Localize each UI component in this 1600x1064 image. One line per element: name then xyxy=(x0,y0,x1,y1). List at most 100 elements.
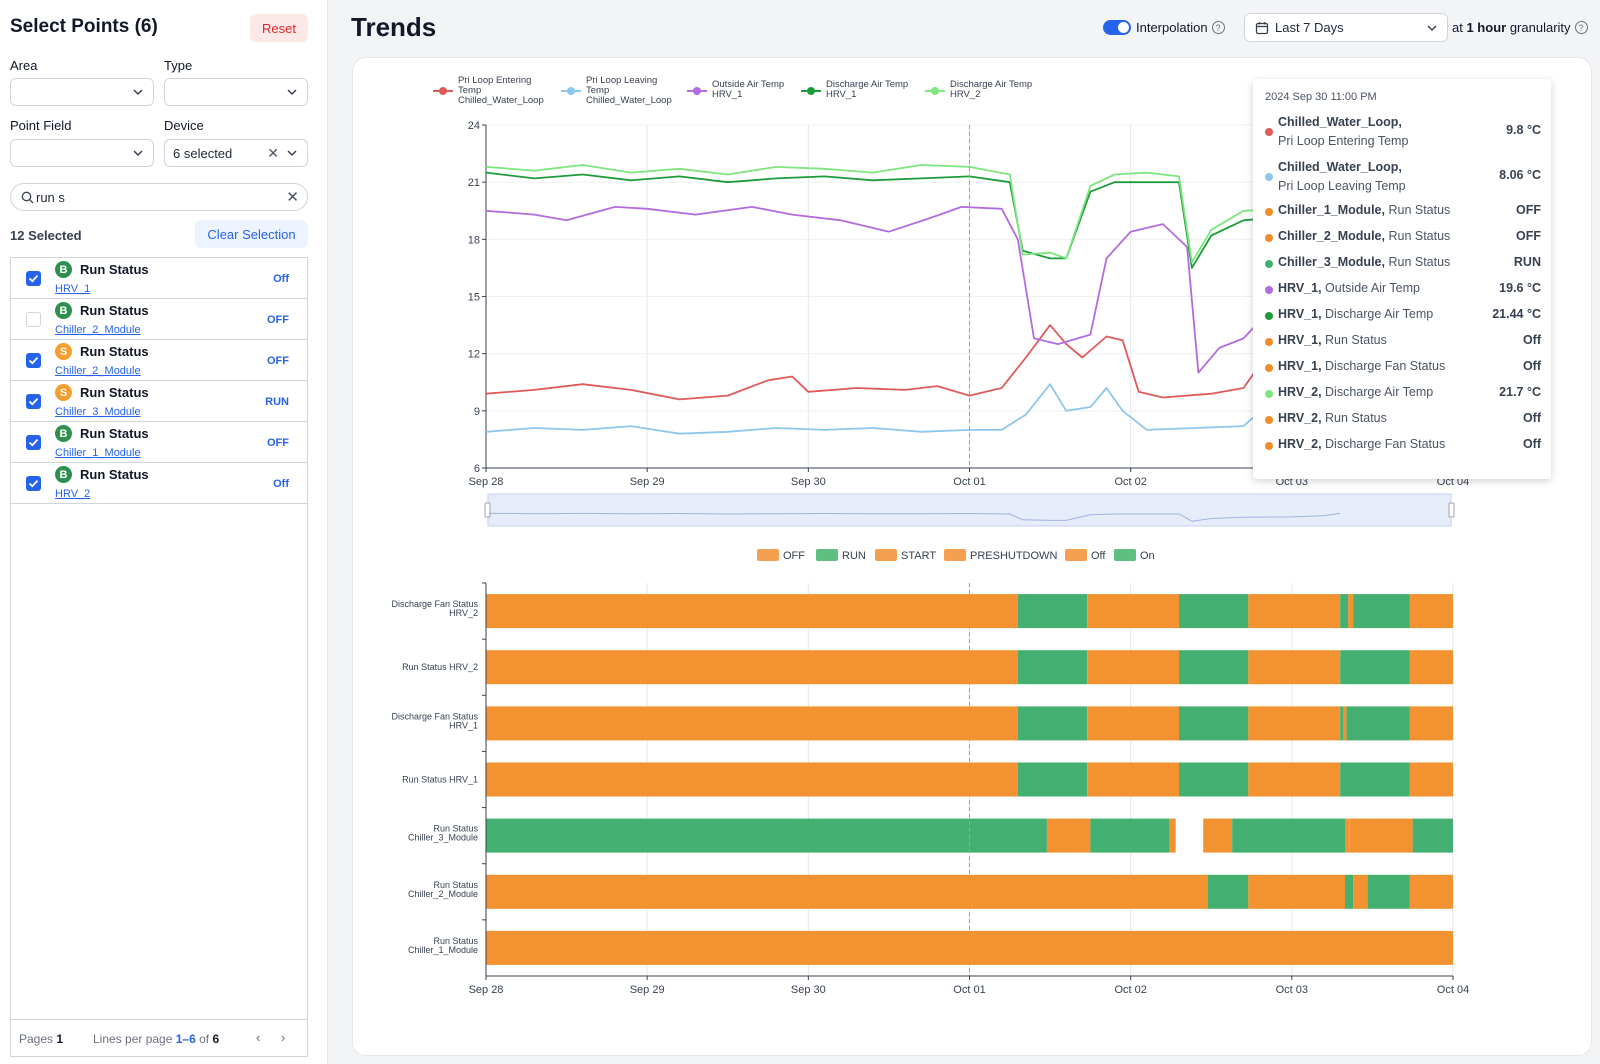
point-value: Off xyxy=(273,273,289,285)
type-select[interactable] xyxy=(164,78,308,106)
tooltip-value: Off xyxy=(1522,437,1541,451)
state-segment xyxy=(1179,594,1249,629)
point-device-link[interactable]: Chiller_3_Module xyxy=(55,406,141,418)
point-type-badge: S xyxy=(55,343,72,360)
legend-swatch-dot xyxy=(439,87,447,95)
point-row[interactable]: S Run Status Chiller_2_Module OFF xyxy=(11,340,307,381)
legend-swatch-dot xyxy=(807,87,815,95)
row-label: Chiller_1_Module xyxy=(408,945,478,955)
point-checkbox[interactable] xyxy=(26,353,41,368)
tooltip-value: 21.44 °C xyxy=(1492,307,1541,321)
point-type-badge: B xyxy=(55,261,72,278)
state-segment xyxy=(1208,874,1249,909)
tooltip-row: HRV_1, Outside Air Temp 19.6 °C xyxy=(1265,279,1541,305)
state-segment xyxy=(1346,706,1410,741)
point-row[interactable]: B Run Status Chiller_1_Module OFF xyxy=(11,422,307,463)
tooltip-row: Chilled_Water_Loop, Pri Loop Entering Tem… xyxy=(1265,111,1541,156)
legend-swatch xyxy=(1114,549,1136,561)
legend-label: Pri Loop Entering xyxy=(458,75,531,86)
state-segment xyxy=(1340,762,1410,797)
point-checkbox[interactable] xyxy=(26,271,41,286)
state-segment xyxy=(1340,706,1344,741)
point-checkbox[interactable] xyxy=(26,476,41,491)
tooltip-value: 9.8 °C xyxy=(1506,123,1541,137)
point-value: OFF xyxy=(267,355,289,367)
chevron-down-icon xyxy=(287,89,297,96)
point-device-link[interactable]: Chiller_1_Module xyxy=(55,447,141,459)
series-color-dot xyxy=(1265,208,1273,216)
clear-search-icon[interactable]: ✕ xyxy=(286,189,299,206)
prev-page-icon[interactable]: ‹ xyxy=(256,1030,261,1045)
legend-label: Discharge Air Temp xyxy=(826,79,908,90)
series-color-dot xyxy=(1265,390,1273,398)
tooltip-row: HRV_1, Discharge Fan Status Off xyxy=(1265,357,1541,383)
series-line xyxy=(485,381,1341,435)
tooltip-value: Off xyxy=(1522,333,1541,347)
tooltip-value: Off xyxy=(1522,359,1541,373)
point-device-link[interactable]: HRV_1 xyxy=(55,283,91,295)
state-segment xyxy=(1348,594,1353,629)
series-color-dot xyxy=(1265,416,1273,424)
tooltip-row: HRV_2, Discharge Fan Status Off xyxy=(1265,435,1541,461)
date-range-select[interactable]: Last 7 Days xyxy=(1244,13,1448,42)
y-tick-label: 12 xyxy=(468,349,480,361)
point-name: Run Status xyxy=(80,262,149,277)
point-row[interactable]: S Run Status Chiller_3_Module RUN xyxy=(11,381,307,422)
point-row[interactable]: B Run Status HRV_2 Off xyxy=(11,463,307,504)
point-row[interactable]: B Run Status HRV_1 Off xyxy=(11,258,307,299)
point-device-link[interactable]: HRV_2 xyxy=(55,488,91,500)
point-checkbox[interactable] xyxy=(26,312,41,327)
tooltip-row: Chilled_Water_Loop, Pri Loop Leaving Temp… xyxy=(1265,156,1541,201)
area-label: Area xyxy=(10,58,38,73)
state-segment xyxy=(1179,706,1249,741)
series-color-dot xyxy=(1265,312,1273,320)
x-tick-label: Sep 28 xyxy=(469,984,504,996)
state-segment xyxy=(1090,818,1170,853)
point-field-select[interactable] xyxy=(10,139,154,167)
state-segment xyxy=(1345,818,1350,853)
legend-label: Chilled_Water_Loop xyxy=(458,95,544,106)
clear-selection-button[interactable]: Clear Selection xyxy=(195,220,308,248)
points-list: B Run Status HRV_1 Off B Run Status Chiller_2_… xyxy=(10,257,308,1019)
tooltip-row: HRV_1, Run Status Off xyxy=(1265,331,1541,357)
legend-swatch xyxy=(1065,549,1087,561)
area-select[interactable] xyxy=(10,78,154,106)
device-select[interactable]: 6 selected ✕ xyxy=(164,139,308,167)
row-label: Discharge Fan Status xyxy=(391,711,478,721)
search-input[interactable]: run s ✕ xyxy=(10,183,308,211)
tooltip-row: HRV_1, Discharge Air Temp 21.44 °C xyxy=(1265,305,1541,331)
range-navigator xyxy=(487,493,1452,527)
state-segment xyxy=(1017,762,1088,797)
state-segment xyxy=(1046,818,1091,853)
next-page-icon[interactable]: › xyxy=(281,1030,286,1045)
help-icon[interactable]: ? xyxy=(1211,21,1225,34)
row-label: HRV_1 xyxy=(449,720,478,730)
point-checkbox[interactable] xyxy=(26,435,41,450)
y-tick-label: 6 xyxy=(474,463,480,475)
interpolation-toggle[interactable] xyxy=(1103,20,1131,35)
state-segment xyxy=(1248,762,1341,797)
reset-button[interactable]: Reset xyxy=(250,14,308,42)
clear-icon[interactable]: ✕ xyxy=(267,145,279,161)
date-range-value: Last 7 Days xyxy=(1275,20,1344,35)
point-device-link[interactable]: Chiller_2_Module xyxy=(55,324,141,336)
tooltip-value: RUN xyxy=(1513,255,1541,269)
state-segment xyxy=(1179,650,1249,685)
point-name: Run Status xyxy=(80,426,149,441)
point-type-badge: B xyxy=(55,466,72,483)
point-device-link[interactable]: Chiller_2_Module xyxy=(55,365,141,377)
help-icon[interactable]: ? xyxy=(1574,21,1588,34)
state-segment xyxy=(1345,874,1354,909)
legend-label: Discharge Air Temp xyxy=(950,79,1032,90)
series-color-dot xyxy=(1265,364,1273,372)
x-tick-label: Oct 02 xyxy=(1114,984,1146,996)
point-row[interactable]: B Run Status Chiller_2_Module OFF xyxy=(11,299,307,340)
chevron-down-icon xyxy=(287,150,297,157)
x-tick-label: Sep 30 xyxy=(791,476,826,488)
trends-charts[interactable]: 6 9 12 15 18 21 24 Sep 28 Sep 29 Sep 30 Oct 01 Oct … xyxy=(353,58,1593,1057)
point-checkbox[interactable] xyxy=(26,394,41,409)
panel-title: Select Points (6) xyxy=(10,16,158,37)
tooltip-row: HRV_2, Run Status Off xyxy=(1265,409,1541,435)
point-name: Run Status xyxy=(80,344,149,359)
point-value: Off xyxy=(273,478,289,490)
